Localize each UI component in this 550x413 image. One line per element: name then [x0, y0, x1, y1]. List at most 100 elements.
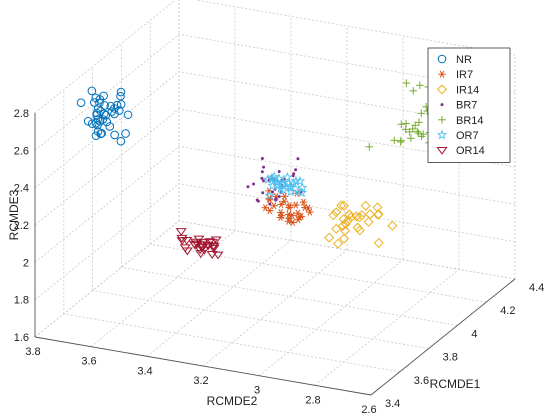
legend-item: NR [437, 54, 472, 66]
data-point [387, 220, 398, 231]
axis-line-y [34, 336, 372, 396]
legend-marker [437, 54, 447, 64]
data-point [271, 190, 275, 194]
series-or7 [262, 171, 308, 201]
data-point [264, 190, 275, 201]
data-point [101, 110, 111, 120]
data-point [282, 171, 293, 182]
grid-line [314, 269, 460, 386]
data-point [256, 199, 260, 203]
data-point [397, 136, 405, 145]
data-point [116, 100, 126, 109]
data-point [116, 91, 125, 101]
data-point [343, 215, 354, 226]
data-point [297, 212, 306, 220]
x-tick-label: 3.8 [443, 352, 458, 364]
data-point [91, 131, 101, 141]
data-point [409, 87, 418, 95]
legend-label: OR14 [456, 145, 485, 157]
data-point [293, 209, 302, 217]
z-tick-label: 2.2 [14, 220, 29, 232]
z-tick-label: 1.8 [14, 295, 29, 307]
data-point [331, 223, 342, 234]
y-axis-label: RCMDE2 [207, 394, 258, 408]
data-point [112, 100, 122, 110]
data-point [207, 242, 220, 251]
y-tick-label: 3.8 [25, 346, 40, 358]
data-point [306, 208, 314, 216]
grid-line [34, 34, 180, 151]
data-point [288, 218, 297, 227]
grid-line [194, 0, 516, 56]
data-point [285, 180, 296, 191]
data-point [194, 246, 206, 255]
data-point [390, 136, 399, 145]
data-point [352, 222, 363, 233]
data-point [338, 214, 349, 225]
x-tick-label: 3.4 [385, 398, 400, 410]
data-point [260, 157, 264, 161]
x-tick-label: 4.2 [500, 305, 515, 317]
data-point [116, 87, 126, 97]
z-tick-label: 1.6 [14, 332, 29, 344]
legend-label: OR7 [456, 130, 479, 142]
data-point [210, 236, 222, 245]
data-point [260, 176, 264, 180]
legend-label: IR14 [456, 84, 479, 96]
data-point [261, 204, 270, 212]
series-or14 [175, 228, 224, 260]
data-point [277, 194, 281, 198]
data-point [277, 170, 281, 174]
data-point [110, 130, 119, 140]
tick-labels: 3.4 3.6 3.8 4 4.2 4.4 3.8 3.6 3.4 3.2 3 2.8 2.6 1.6 1.… [14, 108, 545, 413]
data-point [285, 204, 293, 212]
grid-line [150, 243, 487, 303]
data-point [373, 209, 384, 220]
data-point [296, 187, 307, 198]
data-point [76, 98, 86, 108]
data-point [288, 177, 299, 188]
data-point [294, 168, 298, 172]
data-point [277, 212, 286, 220]
legend-label: IR7 [456, 69, 473, 81]
grid-line [34, 183, 180, 300]
data-point [419, 130, 427, 138]
y-tick-label: 2.6 [361, 404, 376, 413]
grid-line [34, 108, 180, 226]
data-point [280, 192, 289, 200]
data-point [181, 236, 193, 245]
data-point [292, 201, 300, 209]
legend-marker [440, 103, 444, 107]
data-point [206, 239, 218, 247]
y-tick-label: 3.4 [137, 365, 152, 377]
series-ir14 [324, 200, 398, 249]
data-point [91, 93, 101, 103]
data-point [338, 200, 349, 211]
x-tick-label: 4.4 [529, 282, 544, 294]
data-point [373, 237, 384, 248]
data-point [246, 185, 250, 189]
data-point [354, 212, 365, 223]
data-point [397, 120, 406, 129]
legend-label: NR [456, 54, 472, 66]
data-point [360, 200, 371, 211]
data-point [415, 118, 423, 127]
data-point [414, 129, 423, 137]
data-point [208, 244, 220, 253]
data-point [123, 110, 133, 120]
data-point [99, 91, 108, 101]
z-axis-label: RCMDE3 [7, 189, 21, 240]
data-point [285, 186, 297, 197]
data-point [191, 240, 203, 249]
data-point [91, 118, 101, 128]
legend-marker [438, 70, 446, 78]
z-tick-label: 2 [23, 257, 29, 269]
data-point [336, 200, 347, 211]
data-point [105, 122, 115, 131]
data-point [277, 179, 289, 190]
data-point [181, 247, 193, 256]
grid-line [34, 220, 180, 338]
data-point [324, 232, 335, 243]
data-point [252, 182, 256, 186]
